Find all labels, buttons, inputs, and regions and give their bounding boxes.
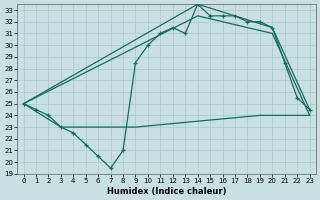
X-axis label: Humidex (Indice chaleur): Humidex (Indice chaleur)	[107, 187, 226, 196]
